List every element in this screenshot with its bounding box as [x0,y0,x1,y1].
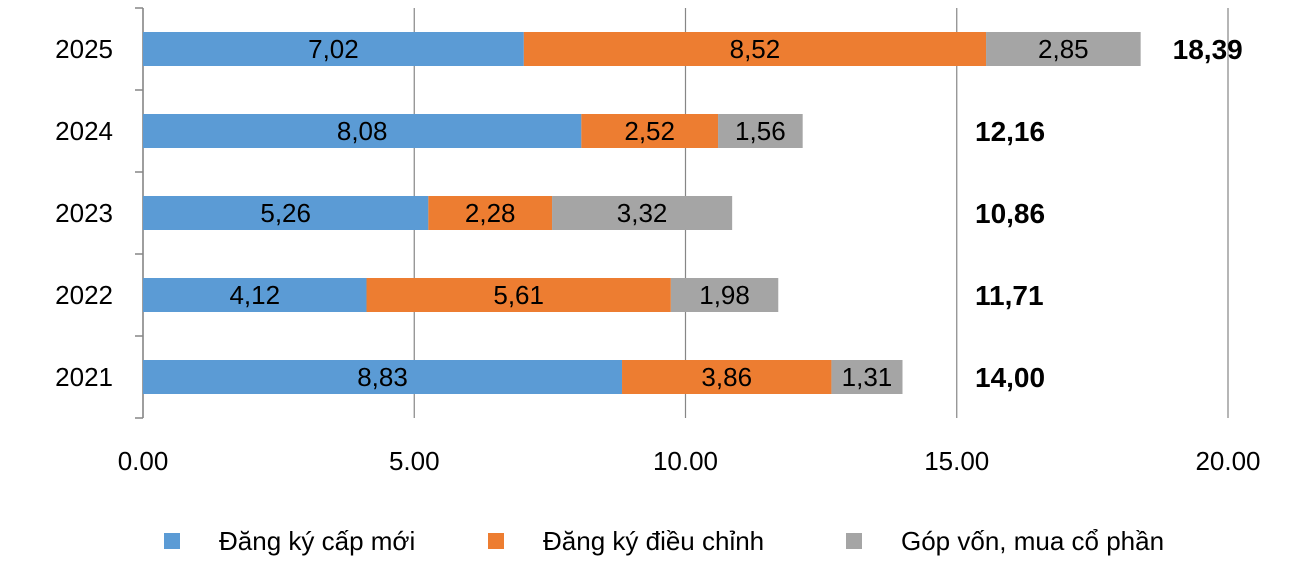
legend-swatch [488,533,504,549]
y-tick-label: 2024 [55,116,113,146]
legend-label: Góp vốn, mua cổ phần [901,526,1164,556]
bar-segment [986,32,1141,66]
total-label: 10,86 [975,198,1045,229]
total-label: 18,39 [1173,34,1243,65]
x-tick-label: 20.00 [1195,446,1260,476]
data-label: 2,52 [624,116,675,146]
bar-segment [622,360,832,394]
data-label: 7,02 [308,34,359,64]
y-tick-label: 2022 [55,280,113,310]
bar-segment [366,278,671,312]
bar-segment [143,360,623,394]
data-label: 5,26 [260,198,311,228]
legend-label: Đăng ký điều chỉnh [543,526,764,556]
data-label: 1,31 [842,362,893,392]
data-label: 5,61 [493,280,544,310]
data-label: 2,28 [465,198,516,228]
total-label: 11,71 [975,280,1044,311]
x-tick-label: 10.00 [653,446,718,476]
x-tick-label: 5.00 [389,446,440,476]
y-tick-label: 2025 [55,34,113,64]
x-tick-label: 15.00 [924,446,989,476]
bar-segment [523,32,987,66]
data-label: 1,98 [699,280,750,310]
legend-swatch [846,533,862,549]
data-label: 4,12 [229,280,280,310]
legend-label: Đăng ký cấp mới [219,526,415,556]
total-label: 12,16 [975,116,1045,147]
legend-swatch [164,533,180,549]
y-tick-label: 2021 [55,362,113,392]
data-label: 8,52 [730,34,781,64]
y-tick-label: 2023 [55,198,113,228]
bar-segment [428,196,553,230]
bar-segment [143,278,367,312]
bar-segment [143,32,524,66]
bar-segment [581,114,719,148]
x-tick-label: 0.00 [118,446,169,476]
bar-segment [670,278,779,312]
data-label: 1,56 [735,116,786,146]
data-label: 2,85 [1038,34,1089,64]
data-label: 8,08 [337,116,388,146]
bar-segment [143,196,429,230]
bar-segment [552,196,733,230]
data-label: 3,32 [617,198,668,228]
bar-segment [718,114,803,148]
bar-segment [831,360,903,394]
total-label: 14,00 [975,362,1045,393]
data-label: 8,83 [357,362,408,392]
bar-segment [143,114,582,148]
data-label: 3,86 [701,362,752,392]
